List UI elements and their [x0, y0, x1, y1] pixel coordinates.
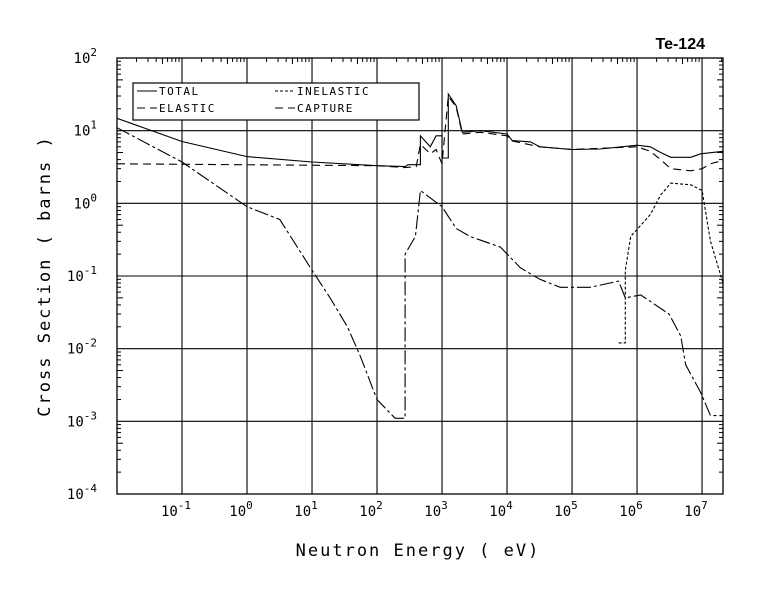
- y-tick-label: 100: [74, 191, 97, 212]
- x-tick-label: 103: [424, 499, 447, 520]
- legend-label-capture: CAPTURE: [297, 102, 354, 115]
- x-tick-label: 104: [489, 499, 513, 520]
- grid: [117, 58, 723, 494]
- legend-label-elastic: ELASTIC: [159, 102, 216, 115]
- series-layer: [116, 92, 724, 419]
- x-tick-label: 105: [554, 499, 577, 520]
- x-axis-label: Neutron Energy ( eV): [296, 541, 541, 561]
- plot-frame: [116, 57, 724, 495]
- legend: TOTAL ELASTIC INELASTIC CAPTURE: [132, 82, 420, 121]
- y-tick-label: 102: [74, 46, 97, 67]
- y-tick-label: 10-4: [67, 482, 97, 503]
- x-tick-label: 102: [359, 499, 382, 520]
- y-tick-label: 10-3: [67, 409, 97, 430]
- x-tick-label: 107: [684, 499, 707, 520]
- y-axis-label: Cross Section ( barns ): [35, 135, 55, 416]
- y-tick-label: 10-2: [67, 337, 97, 358]
- series-inelastic: [618, 182, 724, 344]
- x-tick-label: 100: [229, 499, 252, 520]
- legend-box: [132, 82, 420, 121]
- y-tick-label: 10-1: [67, 264, 97, 285]
- series-elastic: [116, 94, 724, 172]
- legend-label-total: TOTAL: [159, 85, 200, 98]
- legend-label-inelastic: INELASTIC: [297, 85, 370, 98]
- series-capture: [116, 127, 723, 419]
- y-tick-label: 101: [74, 119, 97, 140]
- series-total: [116, 92, 724, 168]
- chart-title: Te-124: [655, 36, 705, 53]
- x-tick-label: 101: [294, 499, 317, 520]
- ticks: 10-1 100 101 102 103 104 105 106 107 102 101 100 10-…: [67, 46, 723, 520]
- x-tick-label: 106: [619, 499, 642, 520]
- x-tick-label: 10-1: [161, 499, 191, 520]
